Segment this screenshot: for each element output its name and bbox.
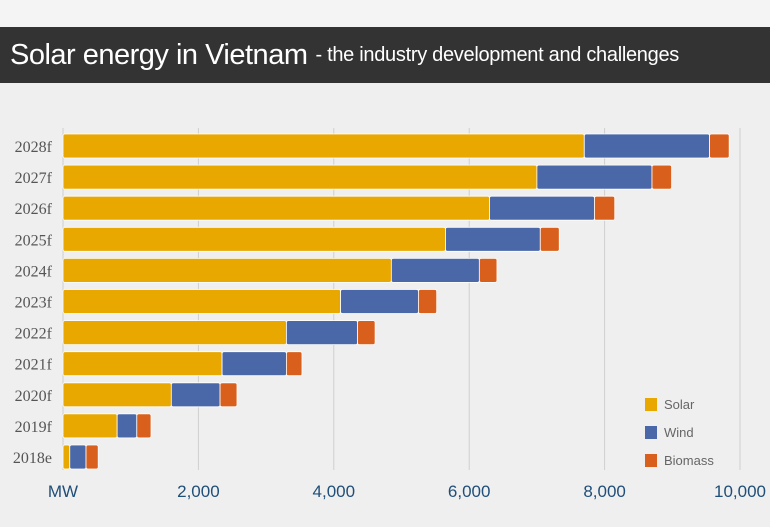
legend-label-biomass: Biomass (664, 453, 714, 468)
bar-solar (62, 226, 446, 252)
bar-biomass (136, 413, 152, 439)
top-band (0, 0, 770, 27)
legend-label-solar: Solar (664, 397, 695, 412)
bar-solar (62, 351, 223, 377)
legend-swatch-wind (645, 426, 657, 439)
bar-solar (62, 195, 490, 221)
bar-wind (390, 257, 480, 283)
bar-solar (62, 444, 71, 470)
bar-wind (221, 351, 287, 377)
title-bar: Solar energy in Vietnam - the industry d… (0, 27, 770, 83)
bar-wind (340, 289, 419, 314)
legend-swatch-biomass (645, 454, 657, 467)
y-tick-label: 2023f (15, 295, 53, 312)
page-subtitle: - the industry development and challenge… (315, 43, 679, 66)
y-tick-label: 2021f (15, 357, 53, 374)
bar-wind (286, 320, 358, 346)
x-tick-label: MW (48, 482, 78, 501)
bar-solar (62, 413, 118, 439)
bar-wind (445, 226, 541, 252)
bar-biomass (709, 133, 730, 159)
bar-biomass (539, 226, 560, 252)
bar-wind (489, 195, 595, 221)
bar-solar (62, 382, 172, 408)
y-tick-label: 2022f (15, 326, 53, 343)
y-tick-label: 2028f (15, 139, 53, 156)
legend-swatch-solar (645, 398, 657, 411)
bar-biomass (594, 195, 616, 221)
x-tick-label: 6,000 (448, 482, 491, 501)
y-tick-label: 2026f (15, 201, 53, 218)
y-tick-label: 2020f (15, 388, 53, 405)
legend-label-wind: Wind (664, 425, 694, 440)
y-tick-label: 2025f (15, 232, 53, 249)
bar-wind (536, 164, 653, 190)
bar-solar (62, 257, 392, 283)
x-tick-label: 4,000 (313, 482, 356, 501)
page-title: Solar energy in Vietnam (10, 38, 308, 71)
y-tick-label: 2027f (15, 170, 53, 187)
bar-wind (116, 413, 138, 439)
y-tick-label: 2024f (15, 263, 53, 280)
bar-wind (69, 444, 87, 470)
y-tick-label: 2018e (13, 450, 52, 467)
bar-biomass (478, 257, 498, 283)
x-tick-label: 2,000 (177, 482, 220, 501)
bar-wind (170, 382, 221, 408)
bar-biomass (418, 289, 438, 314)
bar-biomass (85, 444, 99, 470)
bar-biomass (357, 320, 376, 346)
bar-biomass (286, 351, 303, 377)
bar-biomass (219, 382, 238, 408)
bar-solar (62, 164, 538, 190)
bar-wind (583, 133, 710, 159)
x-tick-label: 8,000 (583, 482, 626, 501)
bar-solar (62, 133, 585, 159)
bar-solar (62, 289, 341, 314)
bar-solar (62, 320, 287, 346)
x-tick-label: 10,000 (714, 482, 766, 501)
y-tick-label: 2019f (15, 419, 53, 436)
bar-biomass (651, 164, 673, 190)
